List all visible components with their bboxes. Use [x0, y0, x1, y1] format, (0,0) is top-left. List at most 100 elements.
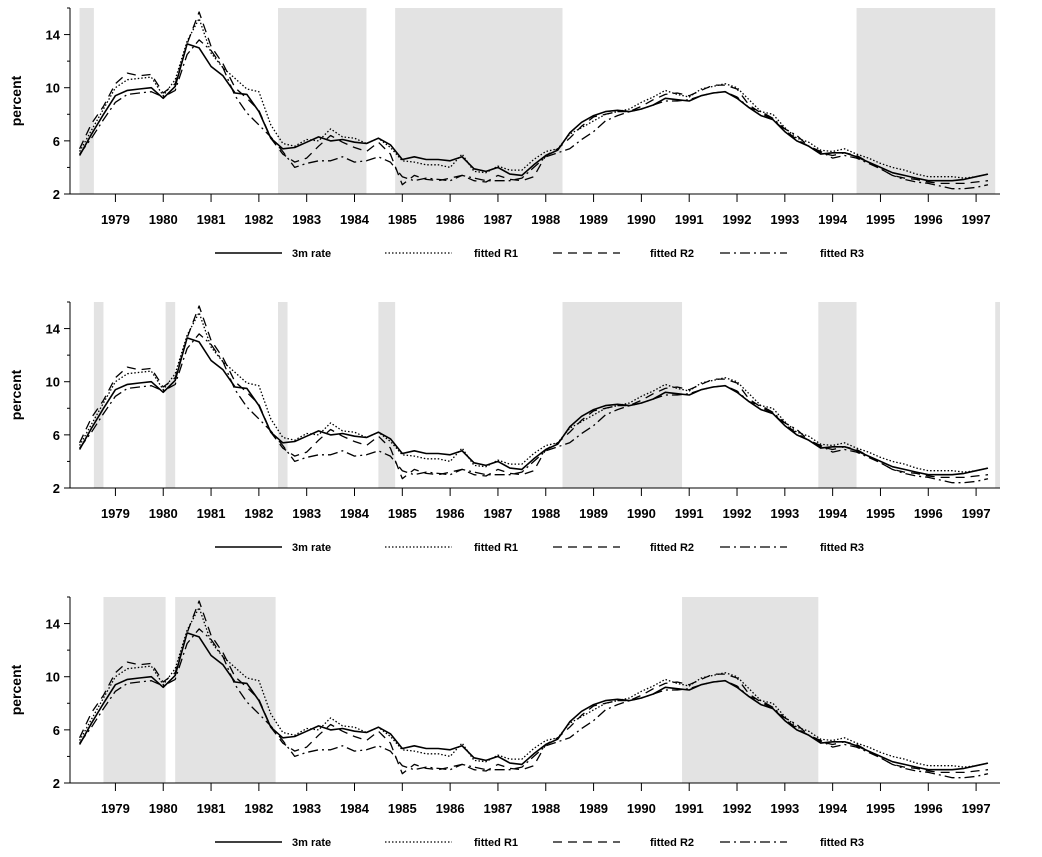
x-tick-label: 1982	[244, 801, 273, 816]
series-line-4	[79, 39, 989, 190]
legend-label: fitted R2	[650, 542, 694, 554]
x-tick-label: 1981	[197, 506, 226, 521]
x-tick-label: 1988	[531, 506, 560, 521]
x-tick-label: 1989	[579, 212, 608, 227]
x-tick-label: 1979	[101, 801, 130, 816]
shaded-period	[165, 302, 176, 488]
y-tick-label: 2	[53, 481, 60, 496]
shaded-period	[175, 597, 276, 783]
x-tick-label: 1994	[818, 801, 848, 816]
x-tick-label: 1986	[436, 801, 465, 816]
y-tick-label: 14	[46, 322, 61, 337]
x-tick-label: 1995	[866, 506, 895, 521]
series-line-4	[79, 628, 989, 779]
panel-1: 2 6 10 14 percent 1979 1980 1981 1982 1983 1984 198…	[8, 7, 1000, 260]
x-tick-label: 1996	[914, 506, 943, 521]
y-axis-label: percent	[8, 664, 24, 715]
x-tick-label: 1991	[675, 801, 704, 816]
panel-3: 2 6 10 14 percent 1979 1980 1981 1982 1983 1984 198…	[8, 596, 1000, 849]
x-tick-label: 1995	[866, 212, 895, 227]
legend-label: fitted R3	[820, 542, 864, 554]
x-tick-label: 1979	[101, 212, 130, 227]
y-tick-label: 14	[46, 28, 61, 43]
x-tick-label: 1991	[675, 506, 704, 521]
y-tick-label: 10	[46, 670, 60, 685]
y-tick-label: 10	[46, 375, 60, 390]
y-axis-label: percent	[8, 369, 24, 420]
x-tick-label: 1986	[436, 212, 465, 227]
series-line-3	[79, 11, 989, 186]
legend-label: 3m rate	[292, 248, 331, 260]
x-tick-label: 1982	[244, 212, 273, 227]
x-tick-label: 1987	[483, 212, 512, 227]
series-line-3	[79, 600, 989, 775]
x-tick-label: 1983	[292, 801, 321, 816]
x-tick-label: 1990	[627, 801, 656, 816]
legend-label: fitted R1	[474, 542, 518, 554]
shaded-period	[93, 302, 104, 488]
y-axis-label: percent	[8, 75, 24, 126]
panel-2: 2 6 10 14 percent 1979 1980 1981 1982 1983 1984 198…	[8, 301, 1000, 554]
x-tick-label: 1994	[818, 212, 848, 227]
x-tick-label: 1990	[627, 212, 656, 227]
y-tick-label: 14	[46, 617, 61, 632]
x-tick-label: 1985	[388, 506, 417, 521]
y-tick-label: 6	[53, 428, 60, 443]
x-tick-label: 1992	[723, 801, 752, 816]
x-tick-label: 1983	[292, 212, 321, 227]
shaded-period	[395, 8, 563, 194]
x-tick-label: 1985	[388, 212, 417, 227]
x-tick-label: 1993	[770, 506, 799, 521]
x-tick-label: 1981	[197, 801, 226, 816]
x-tick-label: 1995	[866, 801, 895, 816]
x-tick-label: 1994	[818, 506, 848, 521]
shaded-period	[79, 8, 94, 194]
x-tick-label: 1997	[962, 212, 991, 227]
x-tick-label: 1988	[531, 212, 560, 227]
x-tick-label: 1987	[483, 801, 512, 816]
x-tick-label: 1992	[723, 212, 752, 227]
x-tick-label: 1984	[340, 506, 370, 521]
y-tick-label: 6	[53, 723, 60, 738]
x-tick-label: 1980	[149, 506, 178, 521]
legend-label: fitted R1	[474, 837, 518, 849]
shaded-period	[277, 8, 367, 194]
shaded-period	[562, 302, 683, 488]
x-tick-label: 1983	[292, 506, 321, 521]
series-line-4	[79, 333, 989, 484]
x-tick-label: 1985	[388, 801, 417, 816]
x-tick-label: 1993	[770, 801, 799, 816]
legend-label: fitted R3	[820, 248, 864, 260]
x-tick-label: 1991	[675, 212, 704, 227]
x-tick-label: 1988	[531, 801, 560, 816]
shaded-period	[277, 302, 288, 488]
x-tick-label: 1986	[436, 506, 465, 521]
x-tick-label: 1993	[770, 212, 799, 227]
y-tick-label: 2	[53, 187, 60, 202]
shaded-period	[818, 302, 857, 488]
x-tick-label: 1979	[101, 506, 130, 521]
x-tick-label: 1982	[244, 506, 273, 521]
shaded-period	[103, 597, 166, 783]
legend-label: fitted R2	[650, 248, 694, 260]
shaded-period	[995, 302, 1000, 488]
x-tick-label: 1996	[914, 212, 943, 227]
y-tick-label: 6	[53, 134, 60, 149]
y-tick-label: 2	[53, 776, 60, 791]
legend-label: fitted R2	[650, 837, 694, 849]
x-tick-label: 1996	[914, 801, 943, 816]
x-tick-label: 1990	[627, 506, 656, 521]
x-tick-label: 1989	[579, 506, 608, 521]
x-tick-label: 1997	[962, 506, 991, 521]
series-line-3	[79, 305, 989, 480]
x-tick-label: 1992	[723, 506, 752, 521]
legend-label: 3m rate	[292, 837, 331, 849]
x-tick-label: 1984	[340, 801, 370, 816]
shaded-period	[378, 302, 396, 488]
x-tick-label: 1980	[149, 801, 178, 816]
y-tick-label: 10	[46, 81, 60, 96]
x-tick-label: 1980	[149, 212, 178, 227]
x-tick-label: 1981	[197, 212, 226, 227]
legend-label: fitted R3	[820, 837, 864, 849]
